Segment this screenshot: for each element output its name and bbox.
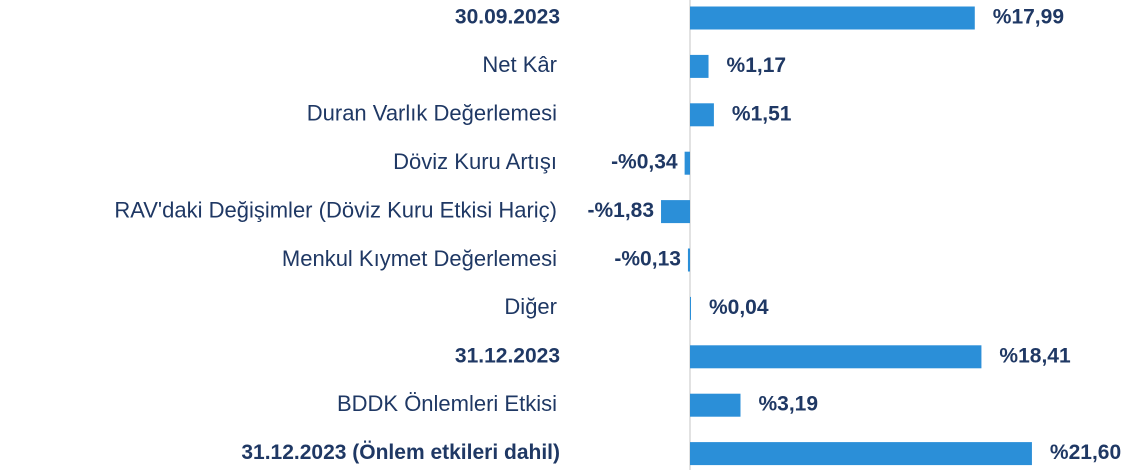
category-label: BDDK Önlemleri Etkisi xyxy=(337,391,557,416)
value-label: %3,19 xyxy=(758,393,818,416)
category-label: 31.12.2023 (Önlem etkileri dahil) xyxy=(241,441,560,464)
bar xyxy=(684,151,690,175)
category-label: Döviz Kuru Artışı xyxy=(393,149,557,174)
bar xyxy=(690,393,741,417)
bar xyxy=(690,296,691,320)
bar xyxy=(690,6,975,30)
value-label: %1,51 xyxy=(732,102,792,125)
category-label: Net Kâr xyxy=(482,52,557,77)
value-label: -%0,13 xyxy=(614,248,681,271)
category-label: RAV'daki Değişimler (Döviz Kuru Etkisi H… xyxy=(114,197,557,222)
bar xyxy=(690,442,1032,466)
value-label: -%1,83 xyxy=(587,199,654,222)
category-label: Menkul Kıymet Değerlemesi xyxy=(282,246,557,271)
value-label: -%0,34 xyxy=(611,151,678,174)
bar xyxy=(690,103,714,127)
bar xyxy=(690,54,709,78)
category-label: Duran Varlık Değerlemesi xyxy=(307,101,557,126)
bar xyxy=(661,200,690,224)
value-label: %21,60 xyxy=(1050,441,1121,464)
category-label: Diğer xyxy=(504,294,557,319)
category-label: 30.09.2023 xyxy=(455,6,560,29)
value-label: %0,04 xyxy=(709,296,769,319)
bar xyxy=(690,345,982,369)
value-label: %17,99 xyxy=(993,6,1064,29)
value-label: %1,17 xyxy=(727,54,787,77)
bar xyxy=(687,248,690,272)
category-label: 31.12.2023 xyxy=(455,344,560,367)
value-label: %18,41 xyxy=(999,344,1071,367)
